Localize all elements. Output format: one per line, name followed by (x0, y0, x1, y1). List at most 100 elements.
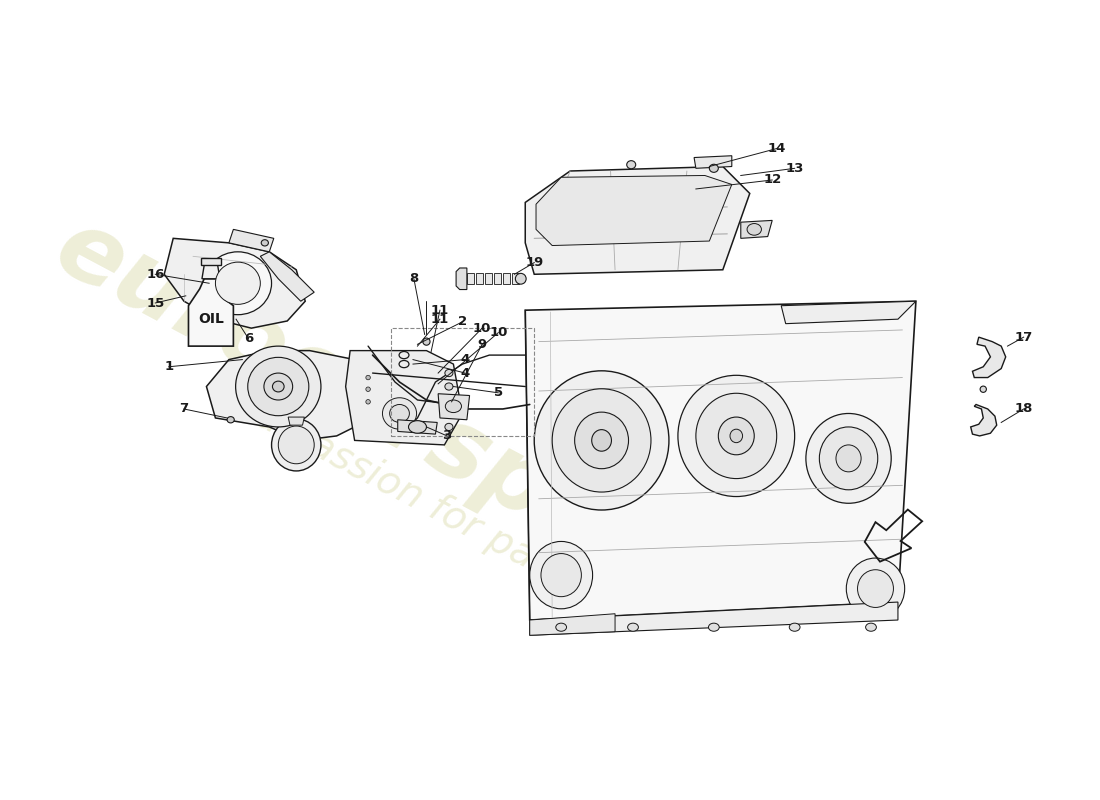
Ellipse shape (708, 623, 719, 631)
Ellipse shape (556, 623, 566, 631)
Text: 13: 13 (785, 162, 804, 175)
Polygon shape (503, 274, 510, 284)
Ellipse shape (366, 375, 371, 380)
Polygon shape (525, 302, 916, 620)
Ellipse shape (444, 397, 453, 403)
Text: 11: 11 (431, 313, 449, 326)
Text: 18: 18 (1014, 402, 1033, 415)
Ellipse shape (422, 338, 430, 346)
Ellipse shape (980, 386, 987, 392)
Text: 2: 2 (458, 315, 466, 328)
Text: 10: 10 (473, 322, 492, 334)
Ellipse shape (248, 358, 309, 416)
Text: 4: 4 (461, 366, 470, 379)
Polygon shape (456, 268, 466, 290)
Ellipse shape (530, 542, 593, 609)
Ellipse shape (205, 252, 272, 314)
Polygon shape (970, 405, 997, 436)
Text: 4: 4 (461, 353, 470, 366)
Polygon shape (525, 166, 750, 274)
Text: 19: 19 (525, 256, 543, 269)
Polygon shape (438, 394, 470, 420)
Polygon shape (345, 350, 462, 445)
Polygon shape (740, 220, 772, 238)
Ellipse shape (535, 371, 669, 510)
Ellipse shape (264, 373, 293, 400)
Text: a passion for parts: a passion for parts (249, 397, 586, 601)
Polygon shape (202, 266, 220, 278)
Text: 5: 5 (494, 386, 503, 399)
Ellipse shape (444, 423, 453, 430)
Ellipse shape (730, 429, 743, 442)
Text: 8: 8 (409, 272, 418, 286)
Polygon shape (476, 274, 483, 284)
Text: eurocarspares: eurocarspares (40, 202, 778, 653)
Polygon shape (466, 274, 474, 284)
Ellipse shape (261, 240, 268, 246)
Ellipse shape (574, 412, 628, 469)
Polygon shape (261, 252, 315, 302)
Polygon shape (188, 278, 233, 346)
Ellipse shape (278, 426, 315, 464)
Polygon shape (288, 417, 305, 425)
Ellipse shape (541, 554, 582, 597)
Polygon shape (781, 302, 916, 324)
Bar (390, 328, 535, 436)
Ellipse shape (627, 161, 636, 169)
Polygon shape (512, 274, 519, 284)
Polygon shape (972, 337, 1005, 378)
Ellipse shape (747, 223, 761, 235)
Ellipse shape (227, 417, 234, 423)
Text: 17: 17 (1014, 330, 1033, 344)
Ellipse shape (408, 421, 427, 434)
Polygon shape (494, 274, 501, 284)
Text: 10: 10 (490, 326, 507, 339)
Text: 12: 12 (763, 174, 781, 186)
Text: 9: 9 (477, 338, 486, 351)
Polygon shape (164, 238, 305, 328)
Text: 7: 7 (179, 402, 188, 415)
Text: 1: 1 (164, 360, 174, 374)
Ellipse shape (790, 623, 800, 631)
Ellipse shape (272, 419, 321, 471)
Polygon shape (530, 602, 898, 635)
Ellipse shape (718, 417, 755, 454)
Ellipse shape (366, 387, 371, 391)
Ellipse shape (235, 346, 321, 427)
Ellipse shape (628, 623, 638, 631)
Ellipse shape (820, 427, 878, 490)
Ellipse shape (806, 414, 891, 503)
Ellipse shape (592, 430, 612, 451)
Ellipse shape (866, 623, 877, 631)
Ellipse shape (836, 445, 861, 472)
Text: 14: 14 (768, 142, 785, 155)
Ellipse shape (444, 370, 453, 377)
Text: 15: 15 (146, 297, 164, 310)
Polygon shape (536, 175, 732, 246)
Ellipse shape (383, 398, 417, 429)
Ellipse shape (696, 394, 777, 478)
Ellipse shape (858, 570, 893, 607)
Ellipse shape (552, 389, 651, 492)
Ellipse shape (444, 383, 453, 390)
Ellipse shape (216, 262, 261, 304)
Ellipse shape (678, 375, 794, 497)
Text: OIL: OIL (198, 312, 224, 326)
Ellipse shape (446, 400, 462, 413)
Ellipse shape (273, 381, 284, 392)
Polygon shape (398, 420, 437, 434)
Polygon shape (207, 350, 373, 441)
Text: 11: 11 (431, 304, 449, 317)
Ellipse shape (710, 164, 718, 172)
Polygon shape (530, 614, 615, 635)
Ellipse shape (389, 405, 409, 422)
Text: 6: 6 (244, 333, 253, 346)
Ellipse shape (366, 399, 371, 404)
Text: 16: 16 (146, 268, 164, 281)
Polygon shape (694, 156, 732, 168)
Polygon shape (485, 274, 492, 284)
Ellipse shape (846, 558, 904, 619)
Polygon shape (458, 274, 465, 284)
Bar (201, 258, 221, 266)
Polygon shape (229, 230, 274, 252)
